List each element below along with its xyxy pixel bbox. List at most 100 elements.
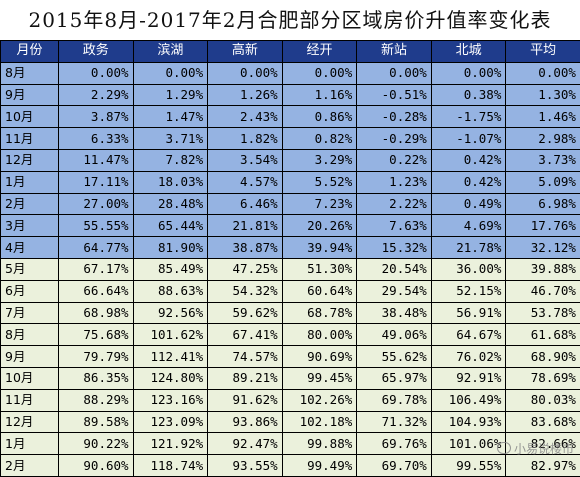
- value-cell: 1.30%: [506, 84, 580, 106]
- value-cell: 90.60%: [59, 455, 134, 477]
- value-cell: 5.52%: [282, 171, 357, 193]
- row-month-cell: 11月: [1, 128, 59, 150]
- value-cell: 99.49%: [282, 455, 357, 477]
- value-cell: 18.03%: [133, 171, 208, 193]
- value-cell: 29.54%: [357, 280, 432, 302]
- row-month-cell: 8月: [1, 62, 59, 84]
- value-cell: 17.76%: [506, 215, 580, 237]
- row-month-cell: 10月: [1, 106, 59, 128]
- row-month-cell: 3月: [1, 215, 59, 237]
- value-cell: 99.88%: [282, 433, 357, 455]
- value-cell: 112.41%: [133, 346, 208, 368]
- value-cell: 27.00%: [59, 193, 134, 215]
- value-cell: 17.11%: [59, 171, 134, 193]
- value-cell: 20.26%: [282, 215, 357, 237]
- value-cell: 60.64%: [282, 280, 357, 302]
- value-cell: 89.21%: [208, 367, 283, 389]
- value-cell: 56.91%: [431, 302, 506, 324]
- header-jingkai: 经开: [282, 41, 357, 63]
- value-cell: -0.29%: [357, 128, 432, 150]
- value-cell: 5.09%: [506, 171, 580, 193]
- value-cell: 15.32%: [357, 237, 432, 259]
- header-zhengwu: 政务: [59, 41, 134, 63]
- value-cell: 38.87%: [208, 237, 283, 259]
- value-cell: 106.49%: [431, 389, 506, 411]
- row-month-cell: 7月: [1, 302, 59, 324]
- value-cell: 74.57%: [208, 346, 283, 368]
- value-cell: 3.87%: [59, 106, 134, 128]
- value-cell: 39.94%: [282, 237, 357, 259]
- value-cell: 68.90%: [506, 346, 580, 368]
- value-cell: 7.23%: [282, 193, 357, 215]
- row-month-cell: 9月: [1, 346, 59, 368]
- value-cell: -0.51%: [357, 84, 432, 106]
- value-cell: 124.80%: [133, 367, 208, 389]
- value-cell: 66.64%: [59, 280, 134, 302]
- value-cell: 121.92%: [133, 433, 208, 455]
- value-cell: 2.29%: [59, 84, 134, 106]
- value-cell: 3.29%: [282, 149, 357, 171]
- value-cell: 99.55%: [431, 455, 506, 477]
- value-cell: 53.78%: [506, 302, 580, 324]
- watermark: 小易说楼市: [497, 440, 574, 457]
- value-cell: 3.71%: [133, 128, 208, 150]
- value-cell: 2.43%: [208, 106, 283, 128]
- value-cell: 92.91%: [431, 367, 506, 389]
- value-cell: 102.18%: [282, 411, 357, 433]
- row-month-cell: 1月: [1, 171, 59, 193]
- row-month-cell: 10月: [1, 367, 59, 389]
- value-cell: 0.22%: [357, 149, 432, 171]
- value-cell: 6.46%: [208, 193, 283, 215]
- value-cell: 47.25%: [208, 258, 283, 280]
- value-cell: 79.79%: [59, 346, 134, 368]
- value-cell: 6.33%: [59, 128, 134, 150]
- value-cell: 67.17%: [59, 258, 134, 280]
- value-cell: 76.02%: [431, 346, 506, 368]
- value-cell: 101.06%: [431, 433, 506, 455]
- value-cell: 104.93%: [431, 411, 506, 433]
- value-cell: 64.77%: [59, 237, 134, 259]
- value-cell: 7.82%: [133, 149, 208, 171]
- watermark-text: 小易说楼市: [514, 442, 574, 456]
- value-cell: 99.45%: [282, 367, 357, 389]
- value-cell: 2.98%: [506, 128, 580, 150]
- value-cell: 0.00%: [208, 62, 283, 84]
- value-cell: 64.67%: [431, 324, 506, 346]
- header-row: 月份 政务 滨湖 高新 经开 新站 北城 平均: [1, 41, 580, 63]
- row-month-cell: 6月: [1, 280, 59, 302]
- row-month-cell: 5月: [1, 258, 59, 280]
- value-cell: 21.78%: [431, 237, 506, 259]
- value-cell: 123.16%: [133, 389, 208, 411]
- value-cell: 71.32%: [357, 411, 432, 433]
- value-cell: 6.98%: [506, 193, 580, 215]
- header-average: 平均: [506, 41, 580, 63]
- value-cell: 0.00%: [133, 62, 208, 84]
- value-cell: 92.47%: [208, 433, 283, 455]
- value-cell: 86.35%: [59, 367, 134, 389]
- value-cell: 54.32%: [208, 280, 283, 302]
- value-cell: 3.73%: [506, 149, 580, 171]
- value-cell: 0.49%: [431, 193, 506, 215]
- value-cell: 1.23%: [357, 171, 432, 193]
- row-month-cell: 1月: [1, 433, 59, 455]
- value-cell: 2.22%: [357, 193, 432, 215]
- value-cell: 69.76%: [357, 433, 432, 455]
- header-binhu: 滨湖: [133, 41, 208, 63]
- value-cell: 82.97%: [506, 455, 580, 477]
- row-month-cell: 2月: [1, 455, 59, 477]
- value-cell: 0.00%: [506, 62, 580, 84]
- value-cell: 0.42%: [431, 171, 506, 193]
- value-cell: 51.30%: [282, 258, 357, 280]
- value-cell: 68.78%: [282, 302, 357, 324]
- row-month-cell: 2月: [1, 193, 59, 215]
